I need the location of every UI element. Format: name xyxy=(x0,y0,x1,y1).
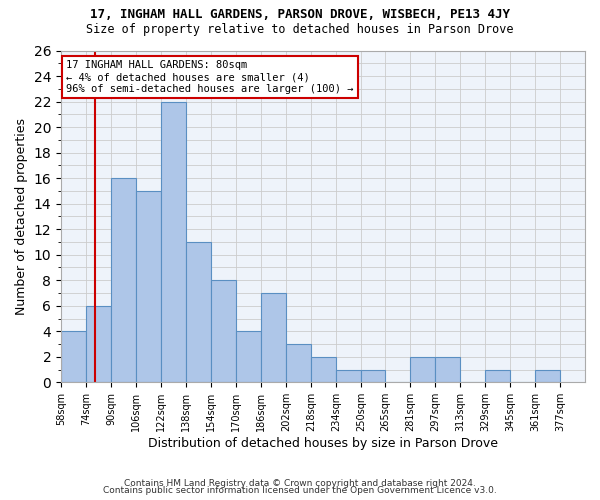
Bar xyxy=(211,280,236,382)
Text: 17 INGHAM HALL GARDENS: 80sqm
← 4% of detached houses are smaller (4)
96% of sem: 17 INGHAM HALL GARDENS: 80sqm ← 4% of de… xyxy=(66,60,354,94)
Bar xyxy=(435,357,460,382)
Text: Contains public sector information licensed under the Open Government Licence v3: Contains public sector information licen… xyxy=(103,486,497,495)
Bar xyxy=(361,370,385,382)
Bar xyxy=(61,332,86,382)
Bar xyxy=(111,178,136,382)
Bar xyxy=(236,332,261,382)
Bar xyxy=(86,306,111,382)
Bar xyxy=(136,191,161,382)
Y-axis label: Number of detached properties: Number of detached properties xyxy=(15,118,28,315)
Bar xyxy=(311,357,337,382)
Bar xyxy=(485,370,510,382)
Bar xyxy=(535,370,560,382)
Text: Contains HM Land Registry data © Crown copyright and database right 2024.: Contains HM Land Registry data © Crown c… xyxy=(124,478,476,488)
Text: 17, INGHAM HALL GARDENS, PARSON DROVE, WISBECH, PE13 4JY: 17, INGHAM HALL GARDENS, PARSON DROVE, W… xyxy=(90,8,510,20)
Text: Size of property relative to detached houses in Parson Drove: Size of property relative to detached ho… xyxy=(86,22,514,36)
Bar xyxy=(261,293,286,382)
Bar xyxy=(410,357,435,382)
X-axis label: Distribution of detached houses by size in Parson Drove: Distribution of detached houses by size … xyxy=(148,437,498,450)
Bar xyxy=(337,370,361,382)
Bar xyxy=(161,102,186,382)
Bar xyxy=(286,344,311,383)
Bar xyxy=(186,242,211,382)
